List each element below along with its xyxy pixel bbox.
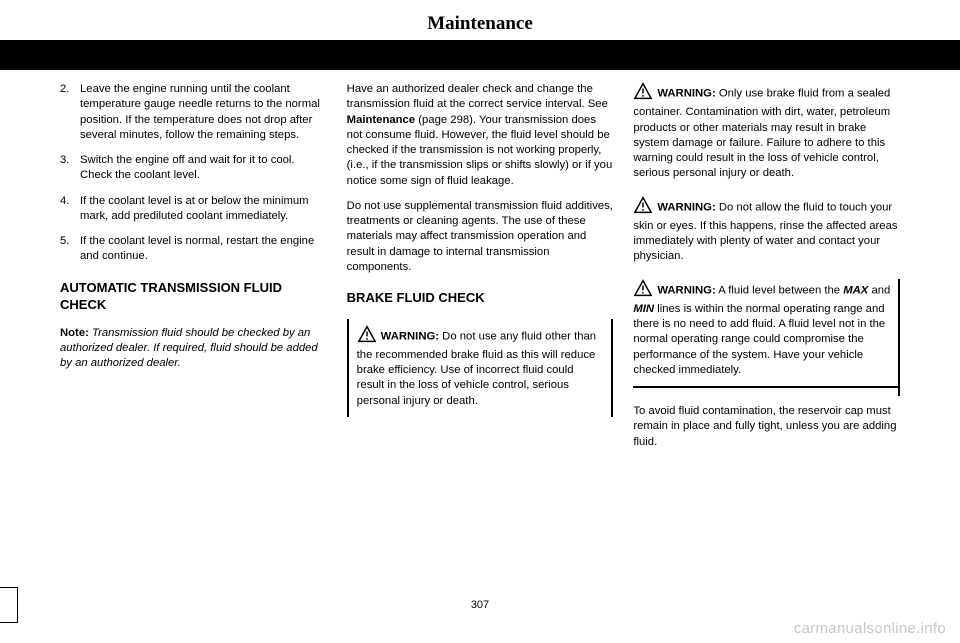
warning-label: WARNING: [657,284,715,296]
warning-text: A fluid level between the [716,284,844,296]
warning-box: WARNING: Do not use any fluid other than… [347,319,614,417]
list-text: If the coolant level is normal, restart … [80,234,327,265]
text-bold: Maintenance [347,114,415,126]
list-item: 4. If the coolant level is at or below t… [60,194,327,225]
paragraph: Do not use supplemental transmission flu… [347,199,614,275]
list-item: 3. Switch the engine off and wait for it… [60,153,327,184]
list-number: 2. [60,82,80,143]
warning-icon [633,279,653,302]
text-bold: MAX [843,284,868,296]
warning-block: WARNING: Only use brake fluid from a sea… [633,82,900,188]
list-number: 5. [60,234,80,265]
warning-text: Only use brake fluid from a sealed conta… [633,88,890,180]
text-bold: MIN [633,303,654,315]
list-item: 2. Leave the engine running until the co… [60,82,327,143]
column-1: 2. Leave the engine running until the co… [60,82,327,460]
section-heading: BRAKE FLUID CHECK [347,289,614,307]
list-text: Leave the engine running until the coola… [80,82,327,143]
list-text: If the coolant level is at or below the … [80,194,327,225]
section-heading: AUTOMATIC TRANSMISSION FLUID CHECK [60,279,327,314]
page-tab [0,587,18,623]
warning-icon [633,196,653,219]
warning-text: and [868,284,890,296]
warning-label: WARNING: [657,88,715,100]
list-item: 5. If the coolant level is normal, resta… [60,234,327,265]
warning-icon [633,82,653,105]
warning-label: WARNING: [381,330,439,342]
list-number: 3. [60,153,80,184]
column-3: WARNING: Only use brake fluid from a sea… [633,82,900,460]
warning-label: WARNING: [657,201,715,213]
warning-text: lines is within the normal operating ran… [633,303,885,376]
list-number: 4. [60,194,80,225]
watermark: carmanualsonline.info [794,620,946,637]
text: Have an authorized dealer check and chan… [347,83,608,110]
manual-page: Maintenance 2. Leave the engine running … [0,0,960,643]
paragraph: Have an authorized dealer check and chan… [347,82,614,189]
content-columns: 2. Leave the engine running until the co… [60,82,900,460]
warning-icon [357,325,377,348]
header-divider [0,40,960,70]
warning-block: WARNING: A fluid level between the MAX a… [633,279,900,397]
note-label: Note: [60,327,89,339]
list-text: Switch the engine off and wait for it to… [80,153,327,184]
note-body: Transmission fluid should be checked by … [60,327,318,370]
page-title: Maintenance [0,14,960,34]
page-number: 307 [0,599,960,611]
warning-block: WARNING: Do not allow the fluid to touch… [633,196,900,271]
note-block: Note: Transmission fluid should be check… [60,326,327,372]
paragraph: To avoid fluid contamination, the reserv… [633,404,900,450]
column-2: Have an authorized dealer check and chan… [347,82,614,460]
